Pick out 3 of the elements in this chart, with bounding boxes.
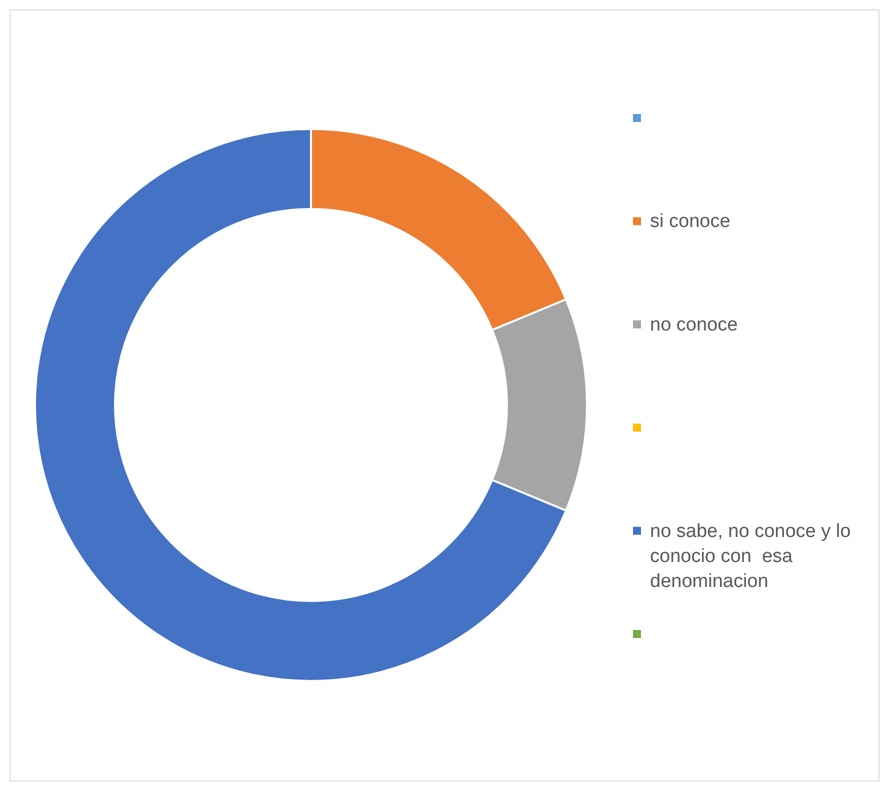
legend-label: si conoce — [650, 211, 730, 232]
legend-label: no conoce — [650, 314, 738, 336]
legend-label: no sabe, no conoce y lo conocio con esa denominacion — [650, 520, 851, 592]
